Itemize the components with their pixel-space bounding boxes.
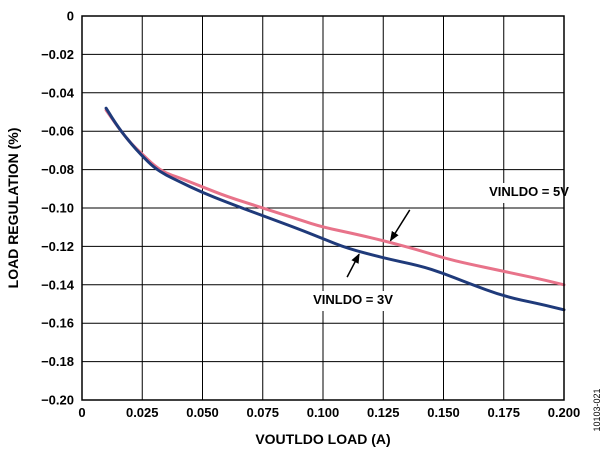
y-tick-label: −0.06	[41, 124, 74, 139]
y-tick-label: −0.04	[41, 85, 75, 100]
x-tick-label: 0.175	[487, 405, 520, 420]
y-tick-label: −0.14	[41, 277, 75, 292]
annotation-bg	[468, 183, 538, 203]
annotation-arrow	[389, 209, 411, 242]
x-tick-label: 0.100	[307, 405, 340, 420]
x-tick-label: 0.025	[126, 405, 159, 420]
y-tick-label: −0.20	[41, 393, 74, 408]
series-lines	[104, 106, 566, 312]
y-tick-label: −0.10	[41, 201, 74, 216]
y-axis-title: LOAD REGULATION (%)	[5, 128, 21, 289]
annotation-bg	[292, 291, 414, 311]
x-tick-label: 0.150	[427, 405, 460, 420]
figure-id: 10103-021	[592, 388, 602, 431]
annotation-label: VINLDO = 3V	[313, 292, 393, 307]
y-tick-label: −0.16	[41, 316, 74, 331]
tick-labels: 0 0.025 0.050 0.075 0.100 0.125 0.150 0.175 0.20…	[41, 9, 580, 421]
x-tick-label: 0.200	[548, 405, 581, 420]
x-tick-label: 0	[78, 405, 85, 420]
y-tick-label: −0.18	[41, 354, 74, 369]
x-axis-title: VOUTLDO LOAD (A)	[255, 431, 390, 447]
y-tick-label: −0.02	[41, 47, 74, 62]
x-tick-label: 0.125	[367, 405, 400, 420]
y-tick-label: −0.12	[41, 239, 74, 254]
annotations: VINLDO = 5V VINLDO = 3V	[292, 183, 569, 311]
x-tick-label: 0.050	[186, 405, 219, 420]
annotation-arrow	[346, 253, 360, 278]
y-tick-label: −0.08	[41, 162, 74, 177]
y-tick-label: 0	[67, 9, 74, 24]
plot-frame	[81, 15, 565, 401]
x-tick-label: 0.075	[246, 405, 279, 420]
series-line-vinldo-3v	[104, 106, 566, 312]
grid	[81, 15, 565, 401]
annotation-label: VINLDO = 5V	[489, 184, 569, 199]
